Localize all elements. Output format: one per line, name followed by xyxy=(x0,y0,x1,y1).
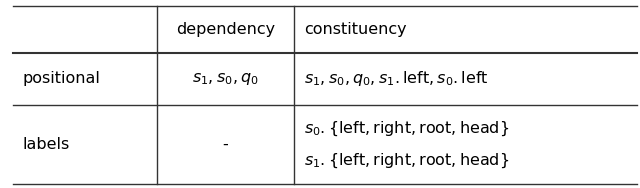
Text: $s_1, s_0, q_0$: $s_1, s_0, q_0$ xyxy=(192,71,259,87)
Text: constituency: constituency xyxy=(304,22,406,37)
Text: dependency: dependency xyxy=(176,22,275,37)
Text: $s_0.\{\mathrm{left, right, root, head}\}$: $s_0.\{\mathrm{left, right, root, head}\… xyxy=(304,120,509,138)
Text: -: - xyxy=(223,137,228,152)
Text: labels: labels xyxy=(22,137,70,152)
Text: $s_1, s_0, q_0, s_1\mathrm{.left}, s_0\mathrm{.left}$: $s_1, s_0, q_0, s_1\mathrm{.left}, s_0\m… xyxy=(304,69,488,89)
Text: positional: positional xyxy=(22,71,100,86)
Text: $s_1.\{\mathrm{left, right, root, head}\}$: $s_1.\{\mathrm{left, right, root, head}\… xyxy=(304,151,509,170)
